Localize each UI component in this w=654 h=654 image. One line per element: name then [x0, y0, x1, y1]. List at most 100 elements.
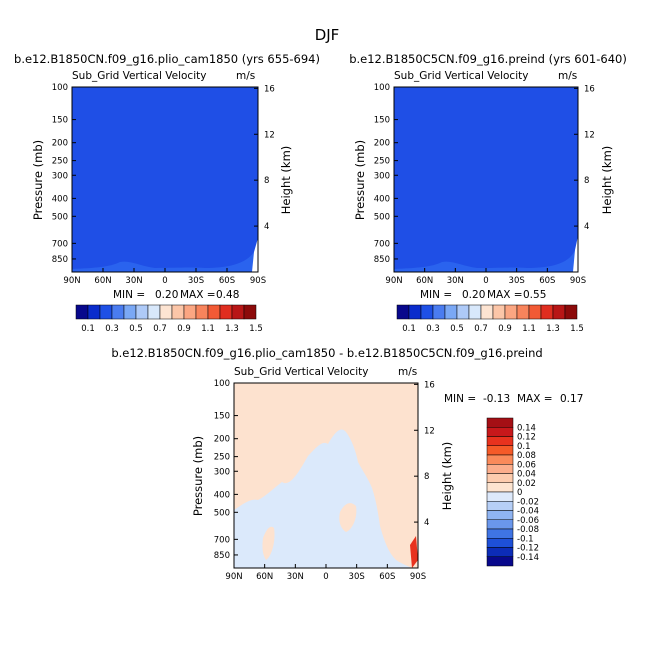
y-tick-labels: 100 150 200 250 300 400 500 700 850: [52, 83, 76, 265]
panel-title: b.e12.B1850C5CN.f09_g16.preind (yrs 601-…: [349, 52, 627, 66]
x-tick-label: 30N: [447, 276, 464, 286]
y-tick-label: 150: [52, 116, 68, 126]
colorbar-box: [486, 556, 514, 567]
colorbar-box: [468, 304, 482, 320]
colorbar: 0.1 0.3 0.5 0.7 0.9 1.1 1.3 1.5: [75, 304, 263, 334]
y-tick-label: 300: [52, 171, 68, 181]
colorbar-label: 0.5: [450, 324, 464, 334]
colorbar-label: 0.5: [129, 324, 143, 334]
y-tick-label: 250: [52, 157, 68, 167]
y-tick-label: 500: [374, 212, 390, 222]
y-tick-label: 850: [52, 255, 68, 265]
colorbar-box: [486, 464, 514, 474]
colorbar-box: [486, 436, 514, 446]
y-tick-label: 700: [52, 239, 68, 249]
panel-subtitle: Sub_Grid Vertical Velocity: [72, 70, 206, 82]
colorbar-box: [486, 538, 514, 548]
y-tick-label: 700: [214, 535, 230, 545]
x-tick-label: 90N: [225, 572, 242, 582]
colorbar-label: -0.04: [517, 507, 539, 517]
y-tick-label: 850: [374, 255, 390, 265]
x-tick-label: 30N: [125, 276, 142, 286]
colorbar-box: [111, 304, 125, 320]
colorbar-label: -0.12: [517, 544, 539, 554]
colorbar-box: [486, 427, 514, 437]
colorbar-box: [123, 304, 137, 320]
colorbar-label: 0.06: [517, 460, 536, 470]
polar-positive-anomaly: [410, 536, 418, 568]
panel-subtitle: Sub_Grid Vertical Velocity: [234, 366, 368, 378]
colorbar-box: [552, 304, 566, 320]
colorbar-box: [432, 304, 446, 320]
y-tick-label: 100: [214, 379, 230, 389]
y2-tick-label: 12: [584, 130, 595, 140]
min-label: MIN =: [113, 289, 145, 301]
colorbar-label: 0.9: [177, 324, 191, 334]
panel-title: b.e12.B1850CN.f09_g16.plio_cam1850 - b.e…: [111, 346, 542, 360]
y-tick-label: 300: [374, 171, 390, 181]
y2-tick-label: 16: [584, 84, 595, 94]
y2-axis-title: Height (km): [600, 146, 614, 215]
x-tick-labels: 90N 60N 30N 0 30S 60S 90S: [385, 268, 586, 286]
colorbar-box: [420, 304, 434, 320]
colorbar-box: [135, 304, 149, 320]
colorbar-box: [516, 304, 530, 320]
polar-anomaly: [252, 238, 258, 272]
colorbar-box: [396, 304, 410, 320]
y-tick-label: 500: [214, 508, 230, 518]
panel-subtitle: Sub_Grid Vertical Velocity: [394, 70, 528, 82]
positive-pocket: [262, 526, 275, 560]
y-tick-label: 250: [214, 453, 230, 463]
colorbar-box: [195, 304, 209, 320]
y2-tick-label: 16: [424, 380, 435, 390]
colorbar-label: 0.12: [517, 433, 536, 443]
x-tick-label: 90S: [250, 276, 266, 286]
colorbar-label: 0.7: [153, 324, 167, 334]
colorbar-box: [486, 454, 514, 465]
x-tick-label: 60S: [379, 572, 395, 582]
y-tick-label: 150: [374, 116, 390, 126]
y2-tick-label: 8: [424, 472, 429, 482]
colorbar-box: [486, 482, 514, 493]
panel-difference: b.e12.B1850CN.f09_g16.plio_cam1850 - b.e…: [111, 346, 583, 582]
lower-field-contour: [72, 246, 258, 272]
x-tick-label: 30N: [287, 572, 304, 582]
y-tick-label: 700: [374, 239, 390, 249]
colorbar-label: 0.3: [426, 324, 440, 334]
colorbar-box: [486, 519, 514, 530]
colorbar-label: -0.1: [517, 534, 534, 544]
y-tick-label: 100: [52, 83, 68, 93]
colorbar-box: [87, 304, 101, 320]
colorbar-box: [486, 473, 514, 483]
colorbar-box: [480, 304, 494, 320]
y-tick-label: 400: [52, 194, 68, 204]
y2-tick-label: 4: [264, 222, 269, 232]
y2-tick-label: 12: [424, 426, 435, 436]
max-label: MAX =: [517, 393, 553, 405]
x-tick-label: 30S: [188, 276, 204, 286]
y-tick-labels: 100 150 200 250 300 400 500 700 850: [214, 379, 238, 561]
colorbar-box: [486, 547, 514, 557]
colorbar-label: 0.04: [517, 470, 536, 480]
colorbar-box: [147, 304, 161, 320]
y-axis-title: Pressure (mb): [353, 140, 367, 220]
x-tick-label: 0: [483, 276, 488, 286]
colorbar-box: [528, 304, 542, 320]
y-tick-label: 300: [214, 467, 230, 477]
panel-title: b.e12.B1850CN.f09_g16.plio_cam1850 (yrs …: [14, 52, 320, 66]
x-tick-label: 30S: [349, 572, 365, 582]
y-axis-title: Pressure (mb): [31, 140, 45, 220]
colorbar-label: -0.08: [517, 525, 539, 535]
colorbar-box: [564, 304, 578, 320]
max-label: MAX =: [487, 289, 523, 301]
colorbar-label: 0.3: [105, 324, 119, 334]
colorbar-box: [486, 417, 514, 428]
y2-tick-label: 8: [264, 176, 269, 186]
colorbar-label: 0.02: [517, 479, 536, 489]
y2-tick-label: 4: [584, 222, 589, 232]
x-tick-label: 30S: [509, 276, 525, 286]
y2-tick-label: 16: [264, 84, 275, 94]
figure-title: DJF: [315, 26, 340, 44]
colorbar-box: [486, 491, 514, 502]
